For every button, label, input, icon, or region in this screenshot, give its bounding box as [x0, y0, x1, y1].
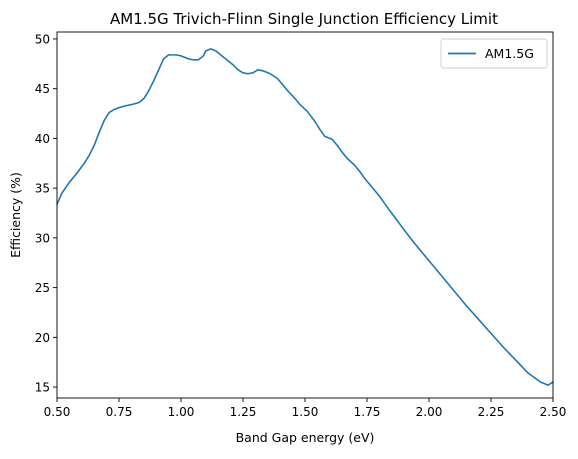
x-tick-label: 2.00 — [416, 405, 443, 419]
y-tick-label: 15 — [35, 381, 50, 395]
series-line-am15g — [56, 48, 554, 386]
x-tick-label: 1.25 — [230, 405, 257, 419]
y-axis-label: Efficiency (%) — [8, 172, 23, 258]
legend: AM1.5G — [440, 38, 548, 69]
x-tick-label: 0.50 — [44, 405, 71, 419]
x-tick-label: 2.25 — [478, 405, 505, 419]
y-tick-label: 20 — [35, 331, 50, 345]
y-tick-label: 50 — [35, 32, 50, 46]
y-tick-label: 40 — [35, 132, 50, 146]
legend-box — [440, 38, 548, 69]
y-tick-label: 25 — [35, 281, 50, 295]
chart-title: AM1.5G Trivich-Flinn Single Junction Eff… — [110, 10, 498, 28]
y-tick-label: 30 — [35, 231, 50, 245]
y-axis-ticks: 15 20 25 30 35 40 45 50 — [35, 32, 57, 395]
x-tick-label: 1.75 — [354, 405, 381, 419]
x-axis-ticks: 0.50 0.75 1.00 1.25 1.50 1.75 2.00 2.25 2.50 — [44, 398, 567, 419]
x-axis-label: Band Gap energy (eV) — [236, 430, 375, 445]
x-tick-label: 1.00 — [168, 405, 195, 419]
y-tick-label: 45 — [35, 82, 50, 96]
y-tick-label: 35 — [35, 182, 50, 196]
x-tick-label: 1.50 — [292, 405, 319, 419]
plot-area — [56, 48, 554, 386]
legend-label-am15g: AM1.5G — [485, 46, 534, 61]
x-tick-label: 0.75 — [106, 405, 133, 419]
x-tick-label: 2.50 — [540, 405, 567, 419]
